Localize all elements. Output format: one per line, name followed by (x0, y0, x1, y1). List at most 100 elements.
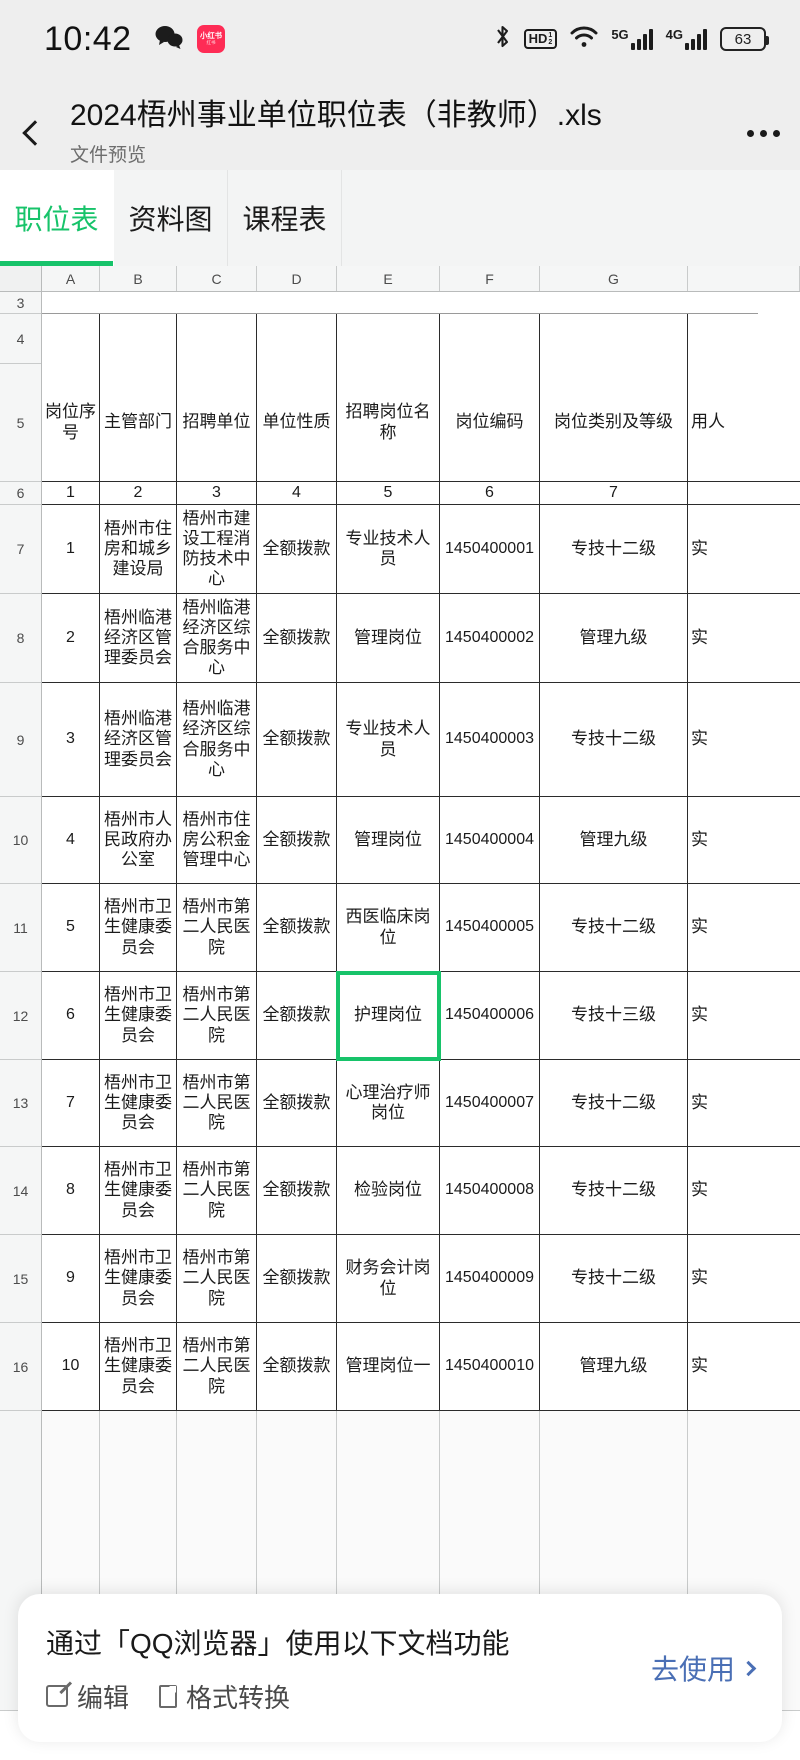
cell-B8[interactable]: 梧州临港经济区管理委员会 (100, 594, 177, 683)
cell-E15[interactable]: 财务会计岗位 (337, 1235, 440, 1323)
cell-G15[interactable]: 专技十二级 (540, 1235, 688, 1323)
use-now-button[interactable]: 去使用 (651, 1648, 757, 1688)
cell-E14[interactable]: 检验岗位 (337, 1147, 440, 1235)
row-header-7[interactable]: 7 (0, 505, 41, 594)
cell-C13[interactable]: 梧州市第二人民医院 (177, 1060, 257, 1147)
cell-A4[interactable] (42, 314, 100, 364)
selected-cell-E12[interactable]: 护理岗位 (336, 971, 441, 1061)
row-header-5[interactable]: 5 (0, 364, 41, 482)
cell-G6[interactable]: 7 (540, 482, 688, 505)
cell-F13[interactable]: 1450400007 (440, 1060, 540, 1147)
tab-ziliaotu[interactable]: 资料图 (114, 170, 228, 266)
more-options-button[interactable] (726, 78, 800, 170)
table-row[interactable]: 2 梧州临港经济区管理委员会 梧州临港经济区综合服务中心 全额拨款 管理岗位 1… (42, 594, 800, 683)
cell-G9[interactable]: 专技十二级 (540, 683, 688, 797)
cell-C10[interactable]: 梧州市住房公积金管理中心 (177, 797, 257, 884)
cell-F15[interactable]: 1450400009 (440, 1235, 540, 1323)
cell-D9[interactable]: 全额拨款 (257, 683, 337, 797)
cell-E8[interactable]: 管理岗位 (337, 594, 440, 683)
cell-A10[interactable]: 4 (42, 797, 100, 884)
row-header-3[interactable]: 3 (0, 292, 41, 314)
cell-B4[interactable] (100, 314, 177, 364)
table-row[interactable]: 9 梧州市卫生健康委员会 梧州市第二人民医院 全额拨款 财务会计岗位 14504… (42, 1235, 800, 1323)
column-header-F[interactable]: F (440, 266, 540, 291)
cell-D6[interactable]: 4 (257, 482, 337, 505)
row-header-12[interactable]: 12 (0, 972, 41, 1060)
cell-D15[interactable]: 全额拨款 (257, 1235, 337, 1323)
cell-C9[interactable]: 梧州临港经济区综合服务中心 (177, 683, 257, 797)
cell-C12[interactable]: 梧州市第二人民医院 (177, 972, 257, 1060)
cell-F11[interactable]: 1450400005 (440, 884, 540, 972)
column-header-B[interactable]: B (100, 266, 177, 291)
cell-A7[interactable]: 1 (42, 505, 100, 594)
cell-H13[interactable]: 实 (688, 1060, 800, 1147)
cell-A5[interactable]: 岗位序号 (42, 364, 100, 482)
cell-E10[interactable]: 管理岗位 (337, 797, 440, 884)
cell-A14[interactable]: 8 (42, 1147, 100, 1235)
cell-B15[interactable]: 梧州市卫生健康委员会 (100, 1235, 177, 1323)
cell-D4[interactable] (257, 314, 337, 364)
cell-C11[interactable]: 梧州市第二人民医院 (177, 884, 257, 972)
column-header-E[interactable]: E (337, 266, 440, 291)
row-header-14[interactable]: 14 (0, 1147, 41, 1235)
select-all-corner[interactable] (0, 266, 42, 291)
cell-H4[interactable] (688, 314, 800, 364)
cell-D13[interactable]: 全额拨款 (257, 1060, 337, 1147)
cell-F9[interactable]: 1450400003 (440, 683, 540, 797)
cell-F8[interactable]: 1450400002 (440, 594, 540, 683)
cell-C8[interactable]: 梧州临港经济区综合服务中心 (177, 594, 257, 683)
cell-B7[interactable]: 梧州市住房和城乡建设局 (100, 505, 177, 594)
cell-D7[interactable]: 全额拨款 (257, 505, 337, 594)
table-row[interactable] (42, 314, 800, 364)
cell-E11[interactable]: 西医临床岗位 (337, 884, 440, 972)
cell-G14[interactable]: 专技十二级 (540, 1147, 688, 1235)
cell-C4[interactable] (177, 314, 257, 364)
cell-A13[interactable]: 7 (42, 1060, 100, 1147)
tab-zhiweibiao[interactable]: 职位表 (0, 170, 114, 266)
cell-B16[interactable]: 梧州市卫生健康委员会 (100, 1323, 177, 1411)
cell-B10[interactable]: 梧州市人民政府办公室 (100, 797, 177, 884)
column-header-D[interactable]: D (257, 266, 337, 291)
cell-H9[interactable]: 实 (688, 683, 800, 797)
cell-B12[interactable]: 梧州市卫生健康委员会 (100, 972, 177, 1060)
cell-B9[interactable]: 梧州临港经济区管理委员会 (100, 683, 177, 797)
cell-G4[interactable] (540, 314, 688, 364)
cell-E7[interactable]: 专业技术人员 (337, 505, 440, 594)
cell-H8[interactable]: 实 (688, 594, 800, 683)
cell-H12[interactable]: 实 (688, 972, 800, 1060)
cell-D5[interactable]: 单位性质 (257, 364, 337, 482)
cell-F12[interactable]: 1450400006 (440, 972, 540, 1060)
cell-C6[interactable]: 3 (177, 482, 257, 505)
cell-E13[interactable]: 心理治疗师岗位 (337, 1060, 440, 1147)
cell-F10[interactable]: 1450400004 (440, 797, 540, 884)
row-header-8[interactable]: 8 (0, 594, 41, 683)
cell-E9[interactable]: 专业技术人员 (337, 683, 440, 797)
row-header-15[interactable]: 15 (0, 1235, 41, 1323)
cell-D11[interactable]: 全额拨款 (257, 884, 337, 972)
cell-H15[interactable]: 实 (688, 1235, 800, 1323)
cell-A8[interactable]: 2 (42, 594, 100, 683)
table-index-row[interactable]: 1 2 3 4 5 6 7 (42, 482, 800, 505)
cell-H6[interactable] (688, 482, 800, 505)
format-convert-action-button[interactable]: 格式转换 (159, 1678, 290, 1715)
cell-F14[interactable]: 1450400008 (440, 1147, 540, 1235)
cell-D12[interactable]: 全额拨款 (257, 972, 337, 1060)
cell-C16[interactable]: 梧州市第二人民医院 (177, 1323, 257, 1411)
cell-H10[interactable]: 实 (688, 797, 800, 884)
row-header-11[interactable]: 11 (0, 884, 41, 972)
row-header-4[interactable]: 4 (0, 314, 41, 364)
spreadsheet-view[interactable]: A B C D E F G 3 4 5 6 7 8 9 10 11 12 13 (0, 266, 800, 1760)
table-row[interactable]: 10 梧州市卫生健康委员会 梧州市第二人民医院 全额拨款 管理岗位一 14504… (42, 1323, 800, 1411)
cell-B11[interactable]: 梧州市卫生健康委员会 (100, 884, 177, 972)
cell-G11[interactable]: 专技十二级 (540, 884, 688, 972)
cell-E16[interactable]: 管理岗位一 (337, 1323, 440, 1411)
cell-A15[interactable]: 9 (42, 1235, 100, 1323)
cell-row3[interactable] (42, 292, 758, 314)
cell-F6[interactable]: 6 (440, 482, 540, 505)
row-header-9[interactable]: 9 (0, 683, 41, 797)
column-header-G[interactable]: G (540, 266, 688, 291)
cell-A12[interactable]: 6 (42, 972, 100, 1060)
cell-D16[interactable]: 全额拨款 (257, 1323, 337, 1411)
cell-G8[interactable]: 管理九级 (540, 594, 688, 683)
cell-F5[interactable]: 岗位编码 (440, 364, 540, 482)
